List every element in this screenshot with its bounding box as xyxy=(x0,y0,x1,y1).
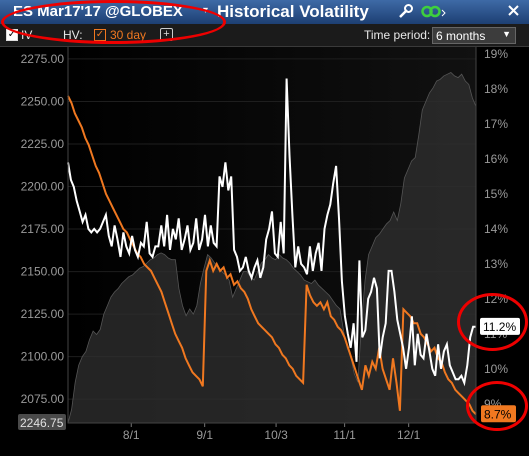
x-tick-label: 10/3 xyxy=(264,428,288,442)
y-left-tick-label: 2225.00 xyxy=(21,137,65,151)
y-left-tick-label: 2125.00 xyxy=(21,307,65,321)
y-right-tick-label: 13% xyxy=(484,257,508,271)
y-right-tick-label: 18% xyxy=(484,82,508,96)
link-icon[interactable] xyxy=(421,3,447,24)
time-period-value: 6 months xyxy=(436,29,486,43)
x-tick-label: 11/1 xyxy=(333,428,356,442)
y-right-tick-label: 15% xyxy=(484,187,508,201)
x-tick-label: 9/1 xyxy=(196,428,213,442)
annotation-title-oval xyxy=(1,0,226,44)
y-left-tick-label: 2150.00 xyxy=(21,265,65,279)
time-period-label: Time period: xyxy=(364,28,431,42)
y-left-tick-label: 2100.00 xyxy=(21,350,65,364)
last-price-badge xyxy=(18,414,66,430)
price-area xyxy=(67,72,477,424)
y-right-tick-label: 10% xyxy=(484,362,508,376)
annotation-iv-oval xyxy=(457,293,528,351)
iv-line[interactable] xyxy=(67,78,476,387)
y-left-tick-label: 2075.00 xyxy=(21,392,65,406)
last-price-label: 2246.75 xyxy=(20,416,64,430)
close-icon[interactable] xyxy=(506,3,521,22)
y-right-tick-label: 17% xyxy=(484,117,508,131)
y-left-tick-label: 2175.00 xyxy=(21,222,65,236)
y-right-tick-label: 16% xyxy=(484,152,508,166)
wrench-icon[interactable] xyxy=(397,3,414,24)
x-tick-label: 12/1 xyxy=(397,428,421,442)
chevron-down-icon: ▼ xyxy=(502,29,511,39)
window-title: Historical Volatility xyxy=(217,2,369,21)
y-left-tick-label: 2200.00 xyxy=(21,180,65,194)
y-left-tick-label: 2275.00 xyxy=(21,52,65,66)
time-period-dropdown[interactable]: 6 months ▼ xyxy=(432,27,516,44)
annotation-hv-oval xyxy=(466,381,528,431)
y-right-tick-label: 14% xyxy=(484,222,508,236)
y-left-tick-label: 2250.00 xyxy=(21,94,65,108)
x-tick-label: 8/1 xyxy=(123,428,140,442)
y-right-tick-label: 19% xyxy=(484,47,508,61)
